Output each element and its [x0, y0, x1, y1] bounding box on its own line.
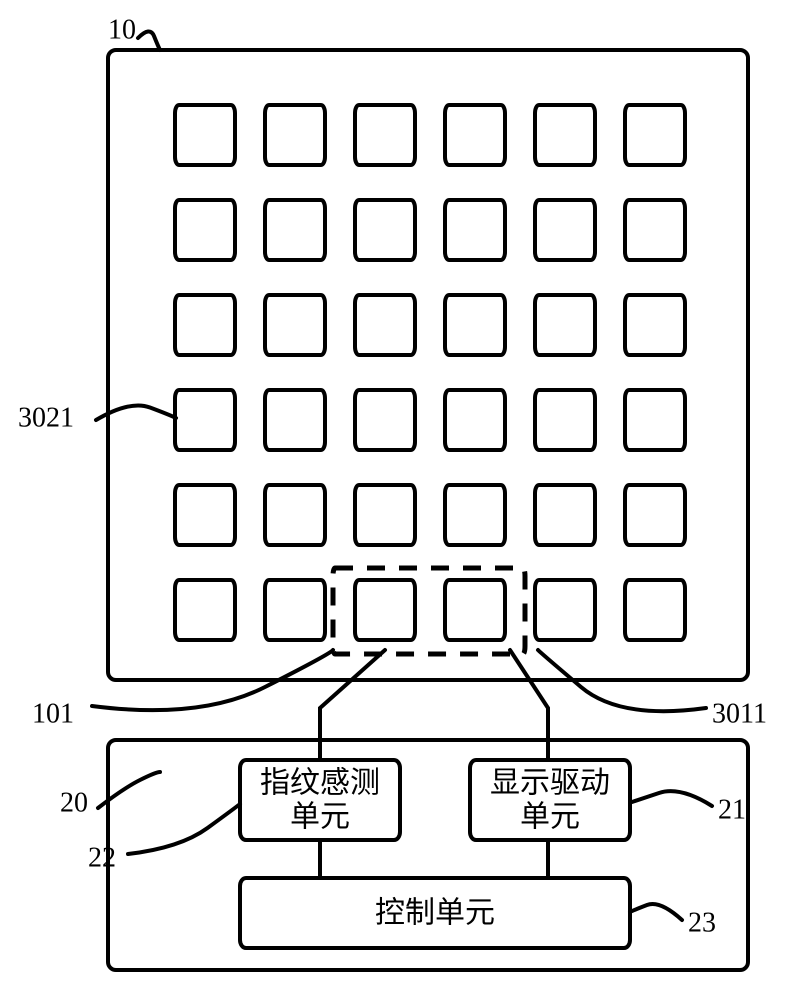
- pixel-cell: [265, 390, 325, 450]
- pixel-cell: [265, 200, 325, 260]
- pixel-cell: [535, 580, 595, 640]
- pixel-cell: [175, 485, 235, 545]
- ref-leader-21: [632, 791, 712, 806]
- pixel-cell: [535, 200, 595, 260]
- pixel-cell: [445, 295, 505, 355]
- ref-label-101: 101: [32, 698, 74, 729]
- ref-leader-23: [630, 904, 682, 920]
- pixel-cell: [445, 485, 505, 545]
- ref-leader-10: [138, 31, 160, 50]
- ref-leader-22: [128, 804, 240, 854]
- display-driver-unit-label: 单元: [520, 801, 580, 834]
- ref-label-21: 21: [718, 794, 746, 825]
- pixel-cell: [625, 485, 685, 545]
- pixel-cell: [175, 200, 235, 260]
- pixel-cell: [265, 580, 325, 640]
- display-panel: [108, 50, 748, 680]
- pixel-cell: [175, 580, 235, 640]
- pixel-cell: [445, 390, 505, 450]
- pixel-cell: [625, 105, 685, 165]
- pixel-cell: [175, 295, 235, 355]
- pixel-cell: [175, 105, 235, 165]
- pixel-cell: [355, 580, 415, 640]
- pixel-cell: [355, 295, 415, 355]
- display-driver-unit-label: 显示驱动: [490, 767, 610, 800]
- pixel-cell: [265, 485, 325, 545]
- pixel-cell: [355, 390, 415, 450]
- pixel-cell: [445, 105, 505, 165]
- pixel-cell: [355, 105, 415, 165]
- pixel-cell: [445, 580, 505, 640]
- pixel-cell: [265, 295, 325, 355]
- controller-panel: [108, 740, 748, 970]
- fingerprint-sensing-unit-label: 指纹感测: [260, 767, 380, 800]
- pixel-cell: [445, 200, 505, 260]
- pixel-cell: [355, 485, 415, 545]
- connector-line: [510, 650, 548, 760]
- pixel-cell: [625, 295, 685, 355]
- pixel-cell: [535, 105, 595, 165]
- pixel-cell: [535, 485, 595, 545]
- connector-line: [320, 650, 385, 760]
- pixel-cell: [535, 390, 595, 450]
- ref-label-20: 20: [60, 787, 88, 818]
- ref-label-22: 22: [88, 842, 116, 873]
- control-unit-label: 控制单元: [375, 897, 495, 930]
- pixel-cell: [355, 200, 415, 260]
- pixel-cell: [175, 390, 235, 450]
- ref-label-3021: 3021: [18, 402, 74, 433]
- pixel-cell: [625, 580, 685, 640]
- pixel-cell: [535, 295, 595, 355]
- pixel-cell: [265, 105, 325, 165]
- ref-label-3011: 3011: [712, 698, 767, 729]
- ref-label-10: 10: [108, 14, 136, 45]
- ref-label-23: 23: [688, 907, 716, 938]
- pixel-cell: [625, 390, 685, 450]
- pixel-cell: [625, 200, 685, 260]
- fingerprint-sensing-unit-label: 单元: [290, 801, 350, 834]
